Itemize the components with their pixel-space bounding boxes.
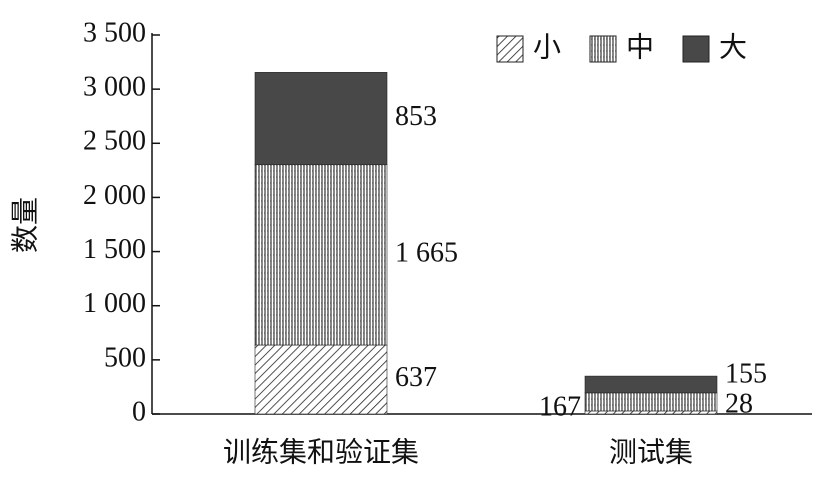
- value-label: 155: [725, 359, 767, 390]
- y-tick-label: 1 500: [83, 234, 146, 265]
- bar-segment: [584, 410, 718, 415]
- bar-segment: [254, 344, 388, 415]
- value-label: 637: [395, 362, 437, 393]
- x-tick-label: 训练集和验证集: [223, 436, 419, 468]
- value-label: 167: [539, 391, 581, 422]
- bar-segment: [254, 72, 388, 166]
- y-tick-label: 0: [132, 396, 146, 427]
- y-tick-label: 3 500: [83, 17, 146, 48]
- y-tick-label: 1 000: [83, 288, 146, 319]
- legend-swatch: [589, 35, 617, 63]
- value-label: 1 665: [395, 237, 458, 268]
- y-tick-label: 2 000: [83, 180, 146, 211]
- value-label: 853: [395, 101, 437, 132]
- bar-segment: [254, 164, 388, 346]
- y-axis-label: 数量: [9, 197, 41, 253]
- legend-swatch: [496, 35, 524, 63]
- legend-label: 大: [719, 31, 747, 63]
- value-label: 28: [725, 388, 753, 419]
- y-tick-label: 500: [104, 342, 146, 373]
- legend-label: 中: [626, 31, 654, 63]
- legend-swatch: [682, 35, 710, 63]
- legend-label: 小: [533, 32, 561, 63]
- bar-segment: [584, 375, 718, 394]
- x-tick-label: 测试集: [609, 436, 693, 468]
- y-tick-label: 3 000: [83, 72, 146, 103]
- bar-segment: [584, 392, 718, 412]
- y-tick-label: 2 500: [83, 126, 146, 157]
